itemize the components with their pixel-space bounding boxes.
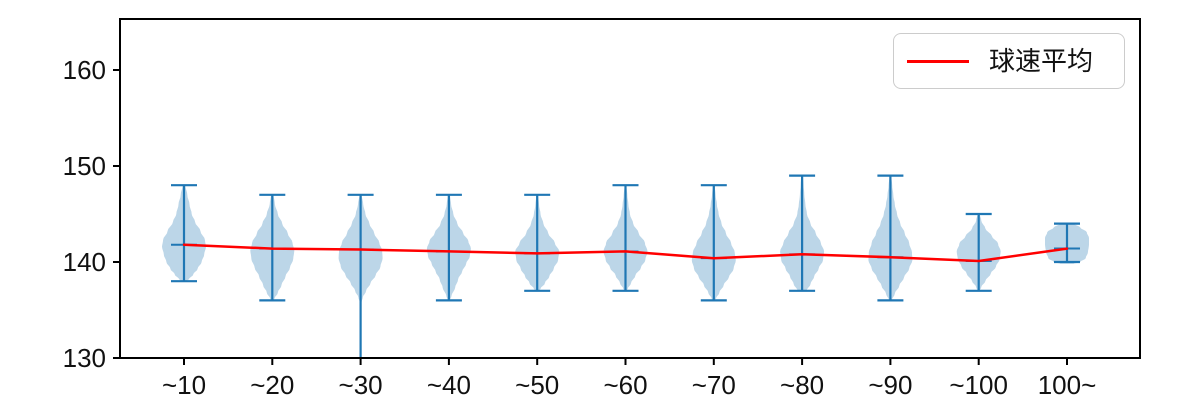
x-tick-label: ~60 [603, 370, 647, 400]
legend-line-sample [907, 59, 969, 63]
x-tick-label: ~40 [427, 370, 471, 400]
y-tick-label: 150 [63, 151, 106, 181]
y-tick-label: 160 [63, 55, 106, 85]
x-tick-label: ~100 [949, 370, 1008, 400]
plot-area [162, 174, 1089, 359]
x-tick-label: ~30 [339, 370, 383, 400]
legend-label: 球速平均 [989, 46, 1094, 76]
x-tick-label: 100~ [1038, 370, 1097, 400]
y-tick-label: 140 [63, 247, 106, 277]
x-tick-label: ~10 [162, 370, 206, 400]
x-tick-label: ~70 [692, 370, 736, 400]
x-tick-label: ~20 [250, 370, 294, 400]
axis-border [119, 18, 1141, 359]
x-tick-label: ~80 [780, 370, 824, 400]
x-tick-label: ~50 [515, 370, 559, 400]
mean-speed-line [182, 243, 1069, 263]
x-tick-label: ~90 [868, 370, 912, 400]
legend: 球速平均 [893, 33, 1125, 89]
y-tick-label: 130 [63, 343, 106, 373]
